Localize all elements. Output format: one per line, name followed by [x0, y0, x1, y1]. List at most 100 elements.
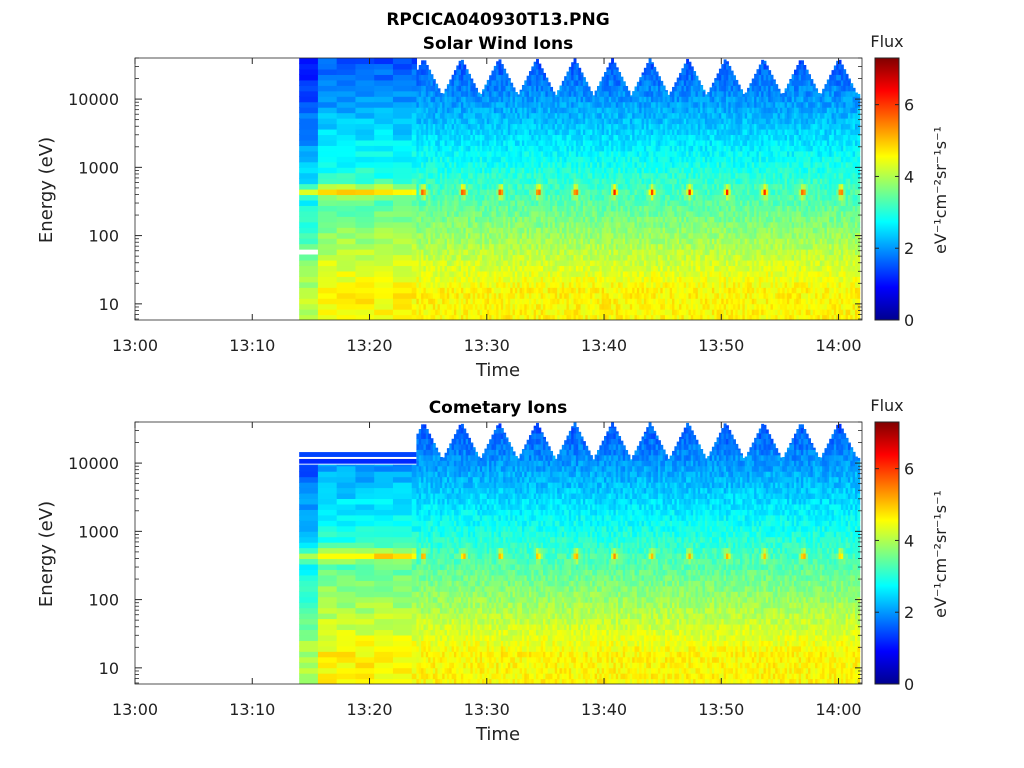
flux-cell [484, 210, 488, 217]
flux-cell [552, 167, 556, 174]
flux-cell [355, 123, 375, 130]
flux-cell [564, 96, 568, 103]
flux-cell [571, 199, 575, 206]
flux-cell [432, 118, 436, 125]
flux-cell [655, 265, 659, 272]
flux-cell [601, 227, 605, 234]
flux-cell [540, 270, 544, 277]
flux-cell [655, 298, 659, 305]
flux-cell [531, 221, 535, 228]
flux-cell [451, 194, 455, 201]
flux-cell [625, 205, 629, 212]
flux-cell [484, 292, 488, 299]
flux-cell [578, 79, 582, 86]
flux-cell [625, 298, 629, 305]
flux-cell [547, 243, 551, 250]
flux-cell [491, 85, 495, 92]
flux-cell [430, 128, 434, 136]
flux-cell [552, 238, 556, 245]
flux-cell [601, 314, 605, 320]
flux-cell [536, 227, 539, 234]
flux-cell [636, 303, 640, 310]
flux-cell [589, 189, 593, 196]
flux-cell [587, 96, 591, 103]
flux-cell [477, 123, 481, 130]
flux-cell [510, 161, 514, 168]
flux-cell [451, 270, 455, 277]
flux-cell [446, 189, 450, 196]
flux-cell [521, 232, 525, 239]
flux-cell [573, 156, 577, 163]
flux-cell [627, 314, 631, 320]
flux-cell [618, 150, 622, 157]
flux-cell [517, 298, 521, 305]
flux-cell [568, 128, 572, 136]
flux-cell [568, 309, 572, 316]
flux-cell [573, 270, 577, 277]
flux-cell [446, 112, 450, 119]
flux-cell [575, 287, 579, 294]
flux-cell [446, 85, 450, 92]
flux-cell [618, 161, 622, 168]
flux-cell [571, 205, 575, 212]
flux-cell [465, 276, 469, 283]
flux-cell [531, 85, 535, 92]
flux-cell [498, 292, 502, 299]
flux-cell [573, 161, 577, 168]
flux-cell [561, 85, 565, 92]
flux-cell [507, 287, 511, 294]
flux-cell [589, 281, 593, 288]
flux-cell [629, 199, 633, 206]
flux-cell [531, 314, 535, 320]
flux-cell [510, 210, 514, 217]
flux-cell [646, 123, 650, 130]
flux-cell [650, 281, 654, 288]
flux-cell [482, 276, 486, 283]
flux-cell [460, 243, 464, 250]
flux-cell [545, 107, 549, 114]
flux-cell [355, 150, 375, 157]
flux-cell [507, 150, 511, 157]
flux-cell [533, 232, 537, 239]
flux-cell [484, 145, 488, 152]
flux-cell [571, 156, 575, 163]
flux-cell [657, 309, 661, 316]
flux-cell [470, 270, 474, 277]
flux-cell [655, 183, 659, 190]
flux-cell [578, 243, 582, 250]
flux-cell [653, 254, 657, 261]
flux-cell [536, 134, 539, 141]
flux-cell [477, 298, 481, 305]
flux-cell [540, 309, 544, 316]
flux-cell [620, 276, 624, 283]
flux-cell [493, 172, 497, 179]
flux-cell [435, 189, 439, 196]
flux-cell [432, 221, 436, 228]
flux-cell [646, 303, 650, 310]
flux-cell [620, 161, 624, 168]
flux-cell [512, 128, 516, 136]
flux-cell [528, 254, 532, 261]
flux-cell [432, 78, 436, 81]
flux-cell [416, 112, 420, 119]
flux-cell [655, 118, 659, 125]
flux-cell [458, 145, 462, 152]
flux-cell [650, 62, 654, 65]
flux-cell [655, 292, 659, 299]
flux-cell [618, 134, 622, 141]
flux-cell [648, 298, 652, 305]
flux-cell [641, 298, 645, 305]
flux-cell [472, 107, 476, 114]
flux-cell [498, 139, 502, 146]
flux-cell [491, 292, 495, 299]
flux-cell [571, 254, 575, 261]
flux-cell [604, 101, 607, 108]
flux-cell [446, 84, 450, 86]
flux-cell [557, 232, 561, 239]
flux-cell [615, 259, 619, 267]
flux-cell [512, 210, 516, 217]
flux-cell [468, 134, 471, 141]
flux-cell [550, 96, 554, 103]
flux-cell [543, 281, 547, 288]
flux-cell [503, 139, 507, 146]
